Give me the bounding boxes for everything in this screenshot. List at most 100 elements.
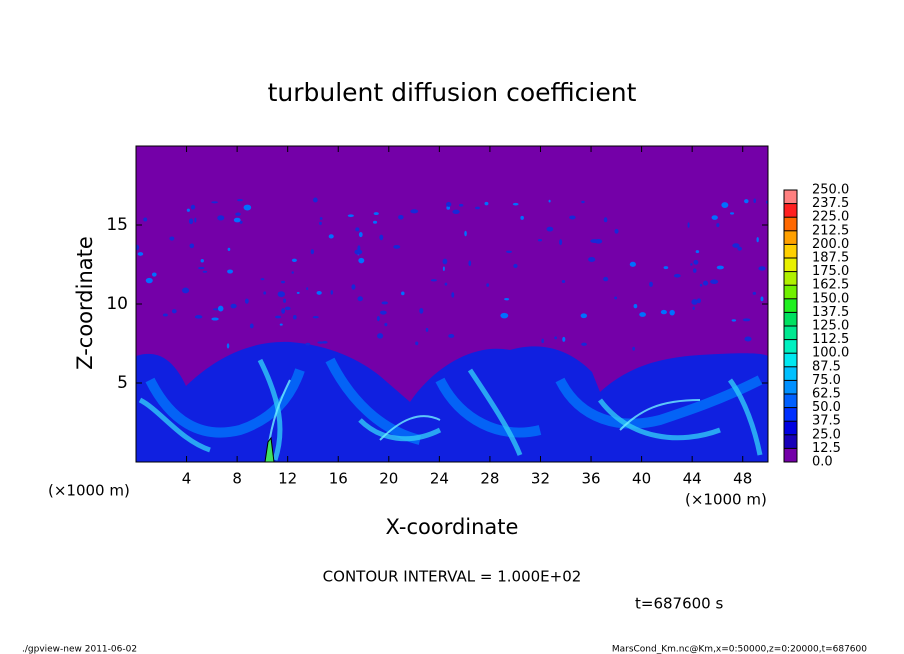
eddy: [660, 309, 667, 315]
colorbar-cell: [784, 421, 797, 435]
eddy: [354, 249, 363, 255]
chart-title: turbulent diffusion coefficient: [268, 78, 637, 107]
colorbar-label: 225.0: [812, 210, 849, 225]
eddy: [614, 296, 618, 300]
eddy: [458, 203, 464, 207]
eddy: [729, 212, 735, 215]
eddy: [279, 323, 283, 326]
eddy: [291, 258, 297, 262]
eddy: [151, 272, 157, 277]
eddy: [227, 247, 231, 252]
eddy: [197, 266, 205, 270]
eddy: [581, 200, 585, 204]
eddy: [603, 217, 608, 223]
eddy: [442, 258, 448, 265]
eddy: [260, 278, 265, 281]
eddy: [716, 265, 724, 270]
colorbar-label: 175.0: [812, 264, 849, 279]
eddy: [425, 327, 429, 332]
eddy: [744, 336, 752, 342]
eddy: [451, 292, 455, 298]
eddy: [239, 220, 243, 224]
eddy: [486, 283, 490, 287]
eddy: [415, 341, 419, 346]
y-tick-label: 15: [106, 215, 128, 235]
eddy: [554, 336, 557, 340]
eddy: [760, 296, 764, 302]
eddy: [752, 291, 757, 295]
colorbar-label: 150.0: [812, 291, 849, 306]
eddy: [464, 230, 467, 237]
eddy: [380, 310, 387, 315]
eddy: [537, 239, 543, 242]
colorbar-label: 237.5: [812, 196, 849, 211]
streak: [138, 358, 763, 461]
colorbar-cell: [784, 380, 797, 394]
colorbar-cell: [784, 339, 797, 354]
x-tick-label: 8: [232, 470, 242, 488]
eddy: [328, 234, 334, 239]
eddy: [226, 343, 230, 349]
eddy: [237, 198, 243, 202]
eddy: [202, 270, 208, 273]
eddy: [690, 263, 693, 266]
x-tick-label: 40: [632, 470, 651, 488]
eddy: [145, 277, 153, 284]
y-axis-label: Z-coordinate: [73, 236, 97, 370]
eddy: [284, 306, 291, 311]
colorbar-cell: [784, 230, 797, 245]
eddy: [373, 212, 379, 216]
eddy: [217, 215, 225, 221]
eddy: [699, 283, 703, 287]
eddy: [475, 206, 480, 210]
colorbar-cell: [784, 366, 797, 381]
colorbar-label: 212.5: [812, 223, 849, 238]
eddy: [358, 231, 363, 238]
eddy: [692, 306, 695, 311]
contour-interval: CONTOUR INTERVAL = 1.000E+02: [323, 568, 582, 586]
field: [135, 145, 769, 463]
eddy: [317, 341, 324, 344]
colorbar-cell: [784, 203, 797, 218]
colorbar-label: 137.5: [812, 305, 849, 320]
x-tick-label: 32: [531, 470, 550, 488]
colorbar-label: 0.0: [812, 455, 833, 470]
eddy: [504, 297, 510, 301]
eddy: [357, 296, 363, 302]
colorbar-cell: [784, 258, 797, 272]
eddy: [444, 282, 448, 286]
eddy: [520, 215, 524, 220]
eddy: [293, 314, 297, 320]
eddy: [603, 276, 609, 282]
eddy: [695, 250, 700, 254]
colorbar-cell: [784, 448, 797, 462]
eddy: [235, 212, 241, 216]
eddy: [500, 312, 509, 319]
x-axis-label: X-coordinate: [386, 515, 519, 539]
eddy: [673, 273, 681, 278]
y-tick-label: 10: [106, 294, 128, 314]
eddy: [211, 201, 218, 204]
eddy: [513, 263, 518, 269]
eddy: [446, 201, 452, 207]
eddy: [569, 215, 576, 220]
eddy: [355, 227, 360, 232]
colorbar-cell: [784, 353, 797, 367]
streak: [145, 357, 763, 445]
eddy: [281, 308, 286, 314]
eddy: [316, 290, 322, 295]
eddy: [446, 205, 451, 210]
eddy: [136, 244, 140, 251]
eddy: [580, 313, 588, 319]
eddy: [194, 217, 197, 223]
eddy: [283, 298, 287, 303]
x-tick-label: 4: [182, 470, 192, 488]
spike: [264, 436, 275, 462]
eddy: [319, 217, 323, 220]
eddy: [448, 334, 455, 338]
eddy: [347, 214, 354, 218]
colorbar-label: 62.5: [812, 387, 841, 402]
colorbar-cell: [784, 244, 797, 258]
eddy: [379, 234, 384, 241]
